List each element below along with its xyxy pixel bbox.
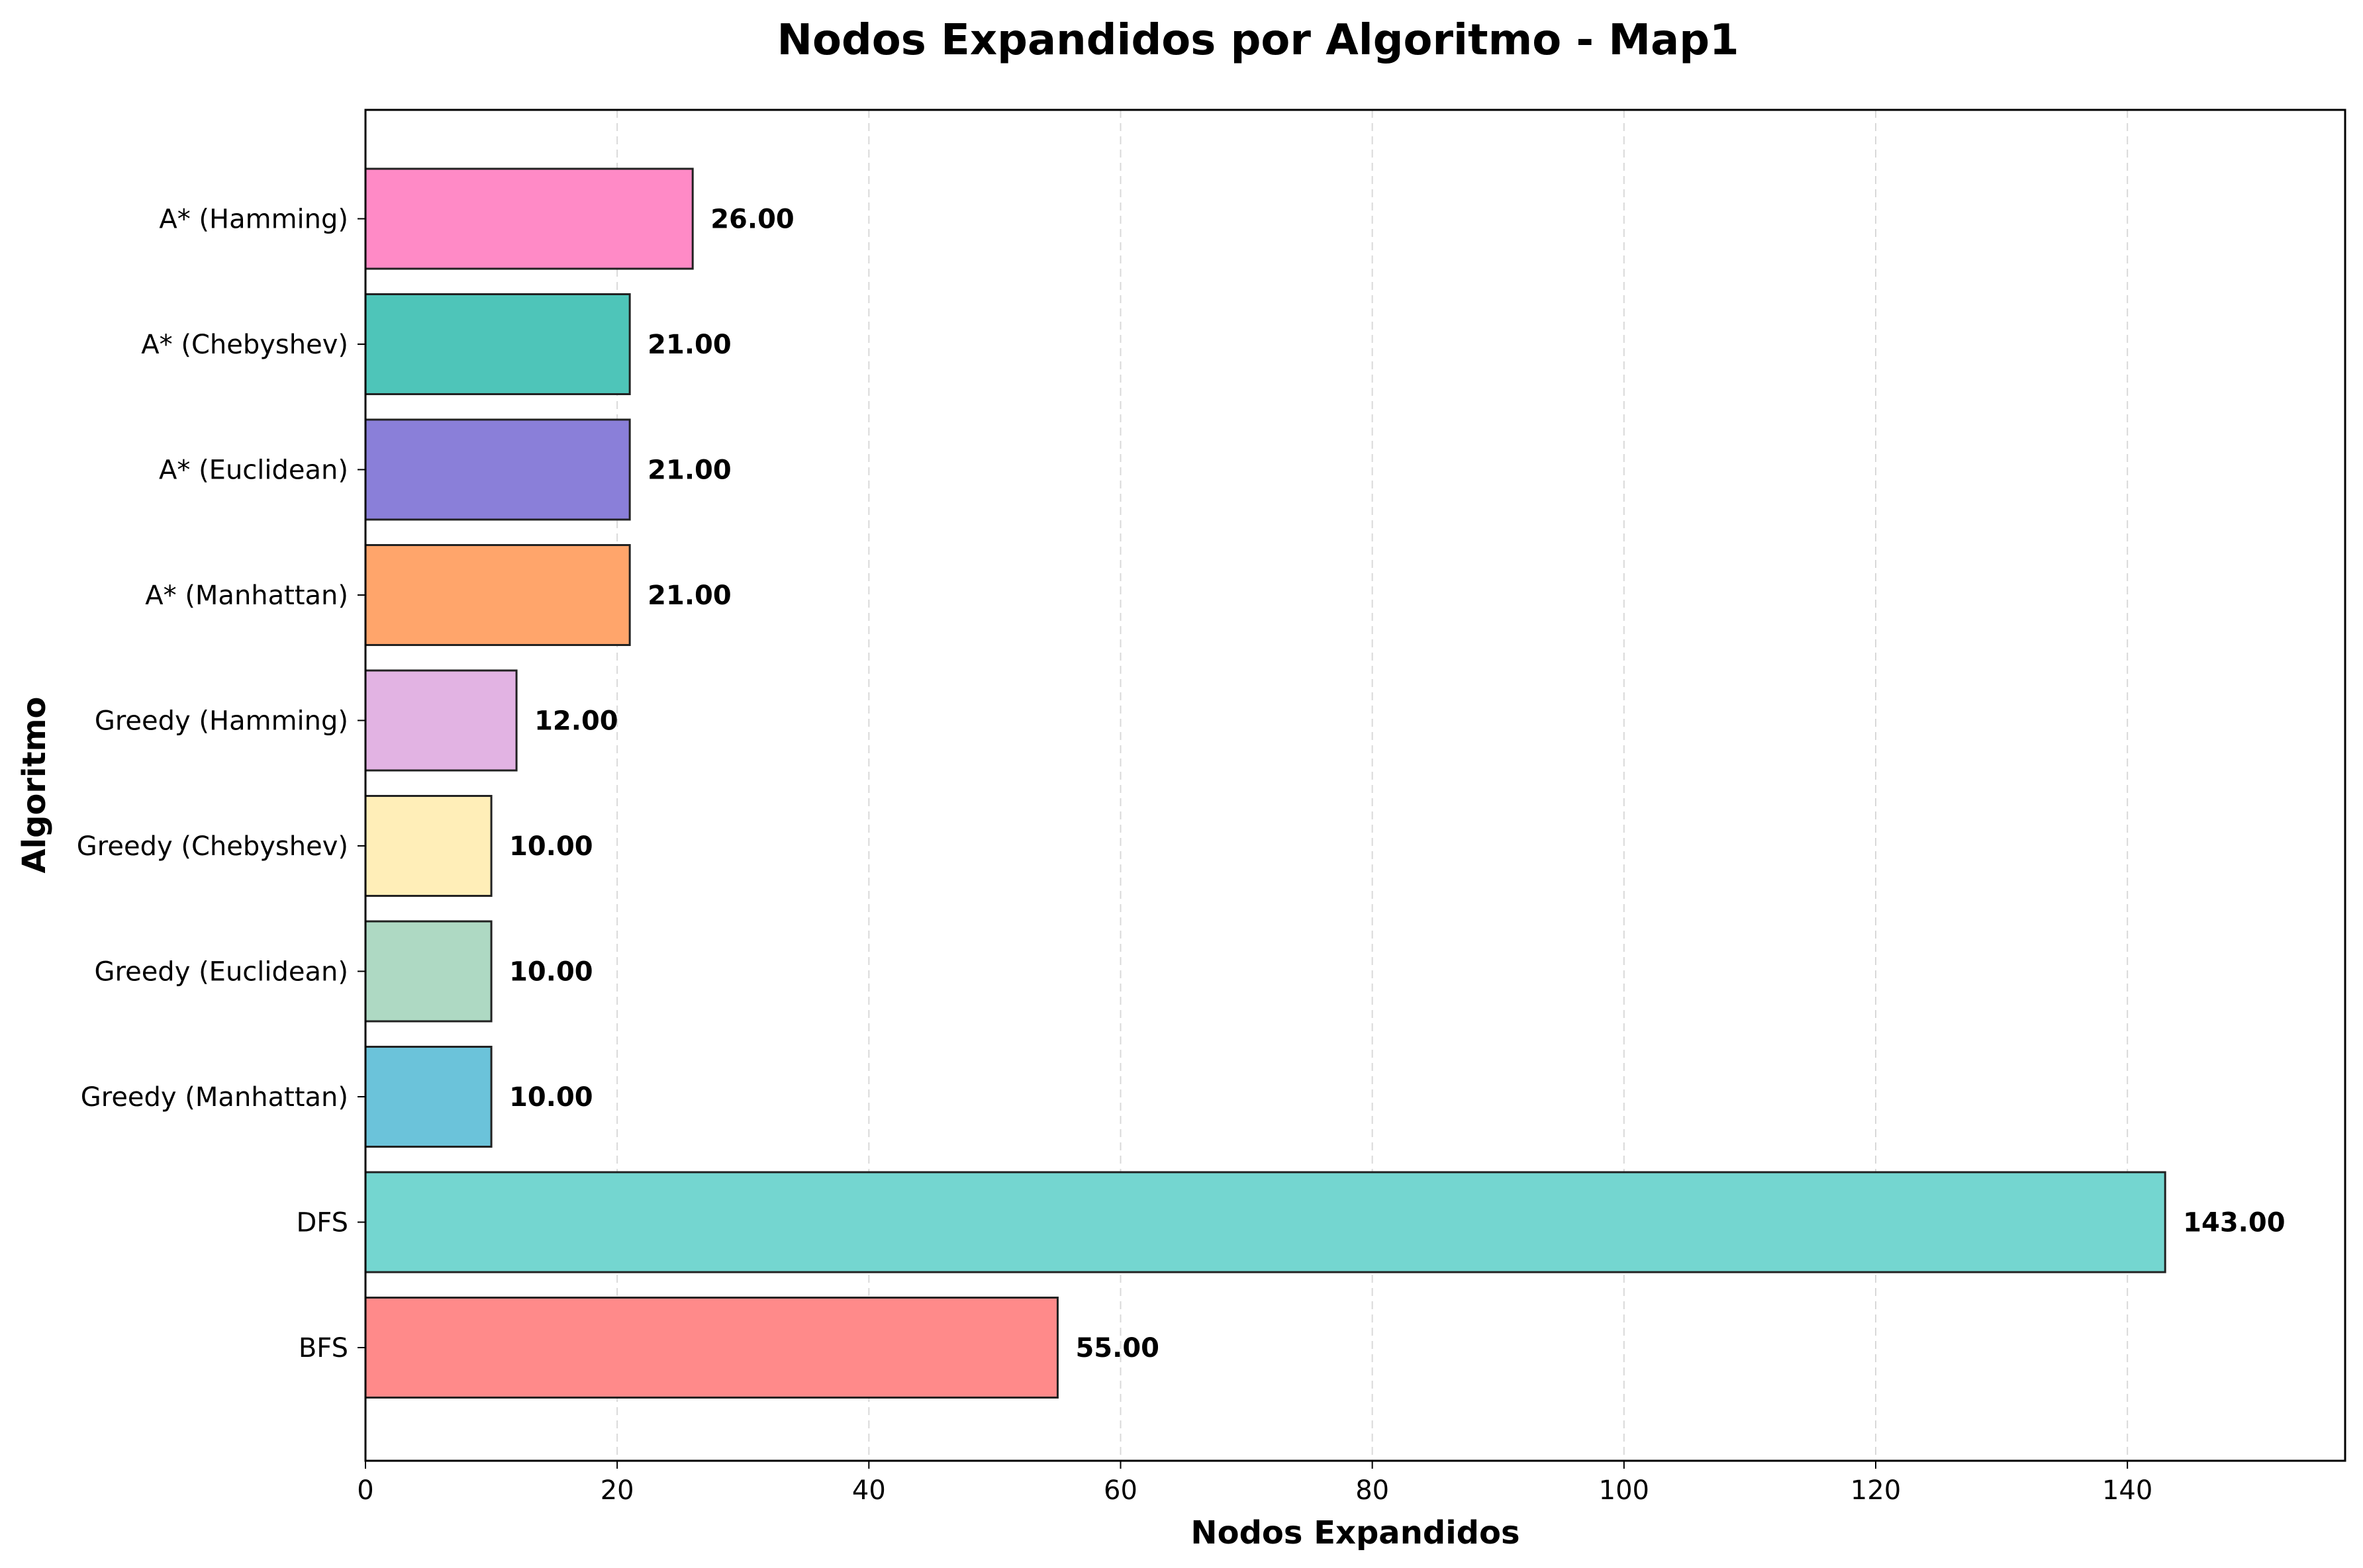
bar-value-label: 10.00: [509, 957, 593, 988]
bar-value-label: 10.00: [509, 1082, 593, 1113]
chart-title: Nodos Expandidos por Algoritmo - Map1: [777, 16, 1739, 65]
bar: [364, 418, 631, 521]
x-tick-layer: 0 20 40 60 80 100 120 140: [357, 1461, 2152, 1506]
bar: [364, 1046, 493, 1148]
y-tick-label: A* (Hamming): [159, 205, 348, 235]
bar-value-label: 143.00: [2183, 1208, 2285, 1238]
y-tick-label: BFS: [299, 1333, 348, 1363]
y-tick-label: Greedy (Chebyshev): [77, 831, 348, 862]
bar-value-label: 12.00: [534, 706, 618, 737]
y-tick-label: A* (Chebyshev): [141, 330, 348, 360]
x-tick-label: 100: [1599, 1475, 1649, 1506]
x-tick-label: 0: [357, 1475, 373, 1506]
y-tick-layer: BFS DFS Greedy (Manhattan) Greedy (Euclidea…: [77, 205, 365, 1363]
bar: [364, 1171, 2166, 1273]
x-tick-label: 60: [1104, 1475, 1137, 1506]
bar: [364, 1297, 1059, 1399]
x-tick-label: 140: [2102, 1475, 2152, 1506]
x-axis-label: Nodos Expandidos: [1190, 1514, 1519, 1551]
bar: [364, 795, 493, 897]
bar-value-label: 21.00: [648, 330, 732, 360]
data-label-layer: 55.00 143.00 10.00 10.00 10.00 12.00 21.00 21.0…: [509, 205, 2285, 1364]
bar-value-label: 21.00: [648, 455, 732, 486]
x-tick-label: 40: [852, 1475, 886, 1506]
bar: [364, 167, 694, 270]
y-tick-label: Greedy (Manhattan): [81, 1082, 348, 1113]
y-tick-label: A* (Euclidean): [159, 455, 348, 486]
y-axis-label: Algoritmo: [16, 697, 53, 874]
x-tick-label: 20: [601, 1475, 634, 1506]
x-tick-label: 120: [1851, 1475, 1901, 1506]
bar-value-label: 21.00: [648, 580, 732, 611]
bar: [364, 293, 631, 395]
bar: [364, 920, 493, 1023]
y-tick-label: Greedy (Euclidean): [95, 957, 348, 988]
y-tick-label: A* (Manhattan): [145, 580, 348, 611]
plot-frame: [364, 109, 2346, 1462]
bar: [364, 669, 518, 772]
bar-value-label: 55.00: [1075, 1333, 1159, 1363]
x-tick-label: 80: [1355, 1475, 1389, 1506]
bar: [364, 544, 631, 646]
bar-layer: [364, 167, 2166, 1399]
bar-value-label: 10.00: [509, 831, 593, 862]
y-tick-label: DFS: [297, 1208, 349, 1238]
bar-value-label: 26.00: [710, 205, 795, 235]
y-tick-label: Greedy (Hamming): [95, 706, 348, 737]
grid-layer: [616, 110, 2129, 1461]
